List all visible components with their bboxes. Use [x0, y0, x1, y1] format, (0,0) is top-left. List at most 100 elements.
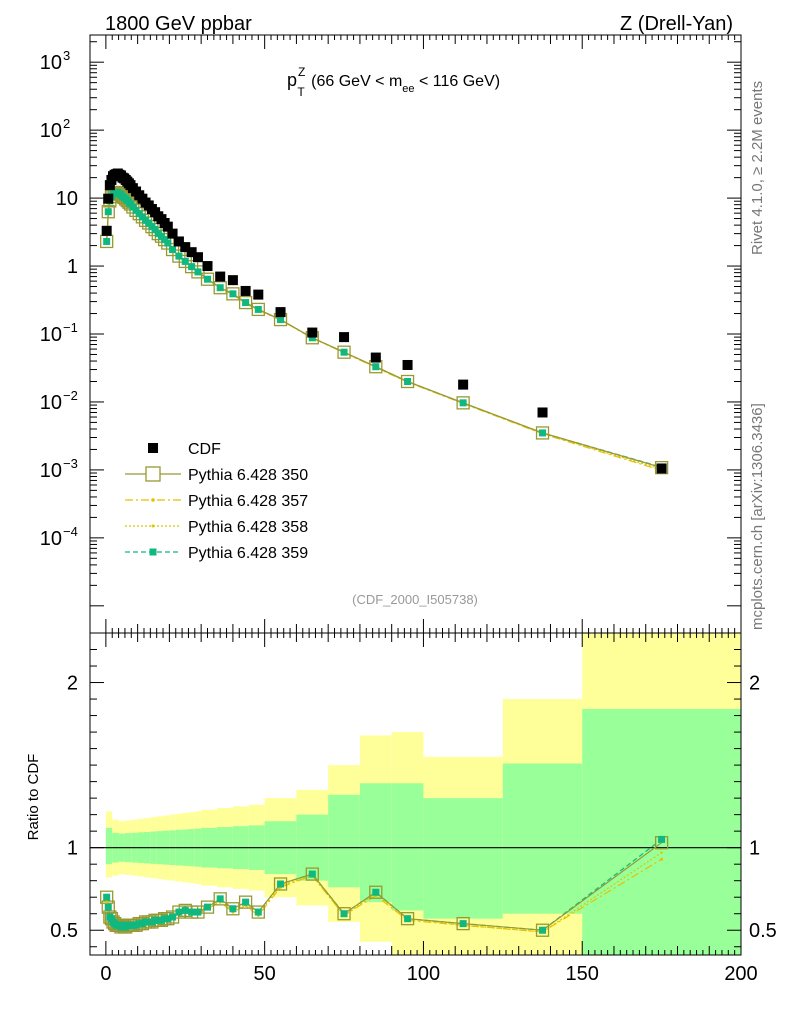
ratio-pythia350-marker	[226, 902, 240, 916]
legend-pythia357-symbol	[151, 498, 155, 502]
main-y-tick-exponent: −1	[63, 320, 78, 335]
analysis-id: (CDF_2000_I505738)	[352, 592, 478, 607]
main-pythia350-marker	[226, 287, 240, 301]
ratio-pythia359-marker	[308, 870, 316, 878]
ratio-pythia350-marker	[456, 916, 470, 931]
main-pythia359-marker	[254, 305, 262, 313]
main-pythia359-marker	[104, 208, 112, 216]
ratio-pythia359-marker	[340, 910, 348, 918]
ratio-pythia359-marker	[404, 915, 412, 923]
ratio-y-tick-label-left: 1	[67, 838, 78, 860]
ratio-x-tick-label: 100	[407, 963, 440, 985]
main-pythia350-marker	[191, 265, 205, 279]
main-pythia359-marker	[459, 399, 467, 407]
ratio-frame-border	[89, 632, 742, 956]
ratio-x-tick-label: 200	[724, 963, 757, 985]
ratio-panel-frame: 0 50 100 150 200 0.5 0.5 1 1 2 2	[50, 632, 777, 985]
main-pythia359-marker	[103, 237, 111, 245]
main-pythia350-marker	[535, 426, 550, 440]
ratio-pythia359-marker	[194, 908, 202, 916]
ratio-pythia359-marker	[216, 895, 224, 903]
ratio-pythia359-marker	[229, 905, 237, 913]
header-right-title: Z (Drell-Yan)	[620, 13, 733, 35]
main-cdf-marker	[402, 359, 413, 370]
main-y-tick-exponent: 2	[63, 116, 70, 131]
legend-label: CDF	[188, 441, 221, 458]
ratio-pythia358-marker	[660, 851, 663, 854]
main-cdf-marker	[339, 332, 350, 343]
ratio-pythia359-marker	[188, 908, 196, 916]
ratio-y-tick-label-right: 0.5	[749, 920, 777, 942]
title-range-part1: (66 GeV < m	[307, 73, 403, 90]
main-cdf-marker	[656, 463, 667, 474]
tick-base: 10	[40, 324, 62, 346]
ratio-pythia350-marker	[535, 923, 550, 937]
main-pythia359-marker	[203, 275, 211, 283]
ratio-y-tick-label-right: 1	[749, 838, 760, 860]
main-y-tick-exponent: −3	[63, 456, 78, 471]
main-cdf-marker	[167, 228, 178, 239]
ratio-pythia357-marker	[660, 857, 664, 861]
main-pythia359-marker	[372, 363, 380, 371]
ratio-green-band	[582, 708, 741, 955]
main-pythia359-marker	[138, 213, 146, 221]
main-cdf-marker	[253, 289, 264, 300]
ratio-green-band	[502, 763, 583, 914]
ratio-pythia350-marker	[213, 892, 227, 906]
ratio-y-tick-label-left: 2	[67, 673, 78, 695]
tick-base: 10	[40, 460, 62, 482]
main-pythia359-marker	[181, 257, 189, 265]
main-cdf-marker	[202, 261, 213, 272]
main-cdf-marker	[227, 275, 238, 286]
main-pythia359-marker	[151, 225, 159, 233]
main-pythia350-marker	[213, 281, 227, 295]
main-cdf-marker	[537, 407, 548, 418]
ratio-green-band	[359, 783, 392, 903]
ratio-pythia359-marker	[203, 903, 211, 911]
legend-label: Pythia 6.428 359	[188, 545, 308, 562]
main-y-tick-label: 10	[40, 324, 62, 346]
main-cdf-marker	[162, 221, 173, 232]
main-series-line	[106, 191, 662, 469]
main-cdf-marker	[240, 285, 251, 296]
main-y-tick-label: 10	[56, 188, 78, 210]
ratio-y-tick-label-right: 2	[749, 673, 760, 695]
main-y-tick-exponent: −2	[63, 388, 78, 403]
main-pythia359-marker	[175, 252, 183, 260]
ratio-pythia359-marker	[175, 908, 183, 916]
main-pythia359-marker	[169, 246, 177, 254]
main-pythia350-marker	[200, 272, 215, 286]
main-y-tick-label: 1	[67, 256, 78, 278]
main-pythia350-marker	[400, 374, 415, 389]
ratio-pythia350-marker	[369, 885, 383, 899]
main-pythia359-marker	[277, 316, 285, 324]
main-pythia359-marker	[229, 290, 237, 298]
main-cdf-marker	[173, 236, 184, 247]
main-cdf-marker	[215, 271, 226, 282]
main-pythia359-marker	[188, 263, 196, 271]
main-y-tick-exponent: 3	[63, 48, 70, 63]
legend-label: Pythia 6.428 358	[188, 519, 308, 536]
main-y-tick-label: 10	[40, 392, 62, 414]
ratio-x-tick-label: 0	[100, 963, 111, 985]
main-pythia359-marker	[340, 348, 348, 356]
ratio-pythia350-marker	[305, 867, 319, 881]
ratio-green-band	[423, 798, 503, 919]
ratio-uncertainty-bands	[105, 633, 741, 955]
legend-pythia350-symbol	[145, 466, 161, 482]
ratio-pythia359-marker	[254, 908, 262, 916]
ratio-green-band	[391, 783, 424, 911]
tick-base: 10	[40, 392, 62, 414]
main-y-tick-exponent: −4	[63, 524, 78, 539]
title-p: p	[287, 70, 297, 90]
title-range-part2: < 116 GeV)	[415, 73, 501, 90]
legend-label: Pythia 6.428 357	[188, 493, 308, 510]
ratio-pythia350-marker	[251, 905, 265, 919]
main-panel-series	[100, 168, 669, 475]
main-y-tick-label: 10	[40, 120, 62, 142]
main-cdf-marker	[103, 193, 114, 204]
main-y-tick-label: 10	[40, 460, 62, 482]
title-superscript: Z	[298, 65, 305, 79]
main-cdf-marker	[275, 307, 286, 318]
